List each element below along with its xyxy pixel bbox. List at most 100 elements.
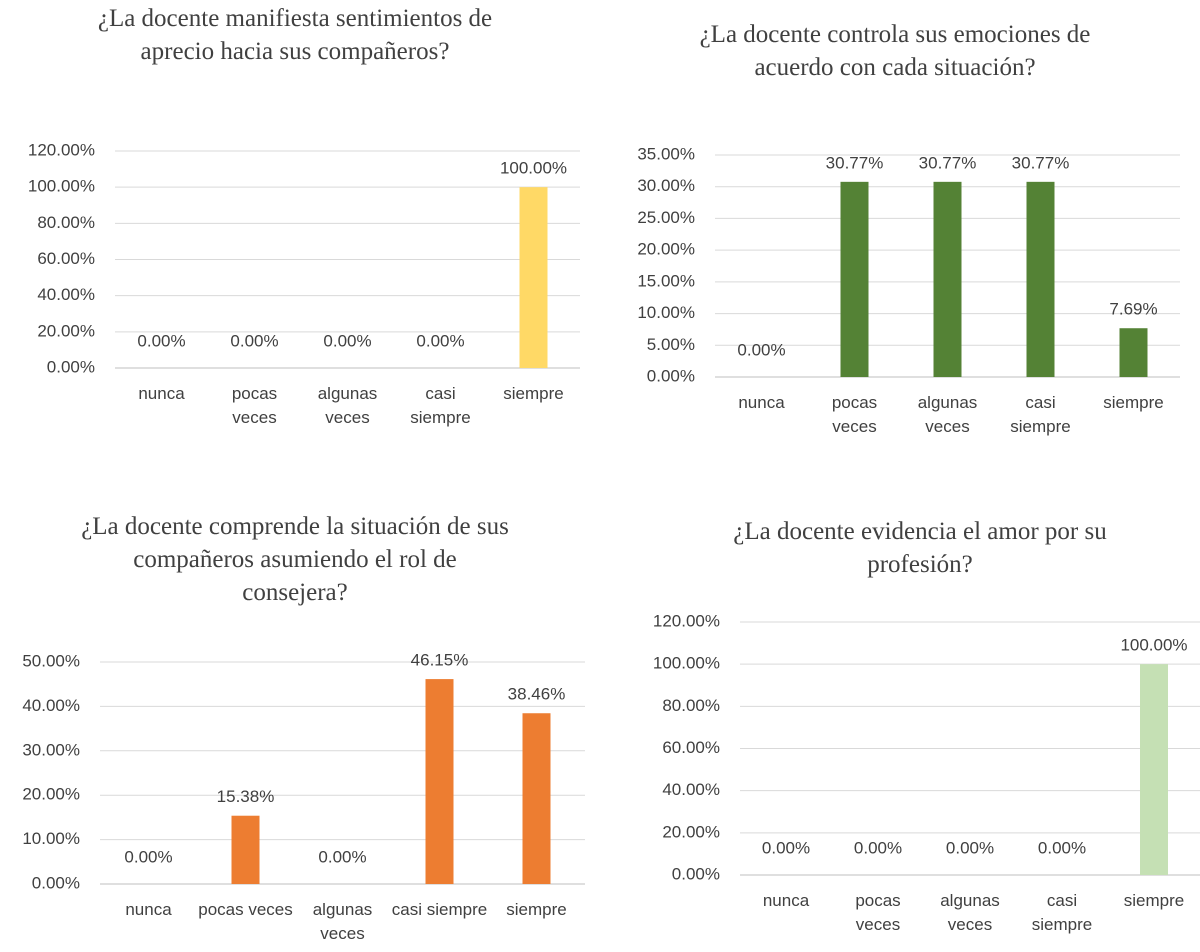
x-tick-label-box: casi siempre (410, 384, 471, 427)
x-tick-label-box: algunas veces (917, 393, 978, 436)
x-tick-label: algunas veces (917, 393, 978, 436)
x-tick-label-box: pocas veces (198, 900, 293, 919)
x-tick-label: nunca (738, 393, 785, 412)
data-label: 0.00% (124, 847, 172, 866)
x-tick-label: algunas veces (317, 384, 378, 427)
data-label: 100.00% (1120, 636, 1187, 655)
x-tick-label-box: algunas veces (940, 891, 1000, 934)
data-label: 0.00% (318, 847, 366, 866)
y-tick-label: 120.00% (653, 611, 720, 630)
y-tick-label: 20.00% (22, 785, 80, 804)
x-tick-label: pocas veces (831, 393, 878, 436)
data-label: 15.38% (217, 787, 275, 806)
data-label: 0.00% (230, 331, 278, 350)
chart-title-box: ¿La docente manifiesta sentimientos de a… (97, 5, 493, 65)
y-tick-label: 20.00% (662, 822, 720, 841)
data-label: 0.00% (762, 838, 810, 857)
x-tick-label: casi siempre (1031, 891, 1093, 934)
x-tick-label-box: nunca (138, 384, 185, 403)
y-tick-label: 40.00% (37, 285, 95, 304)
y-tick-label: 20.00% (37, 321, 95, 340)
y-tick-label: 100.00% (28, 177, 95, 196)
x-tick-label-box: casi siempre (391, 900, 488, 919)
chart-title: ¿La docente manifiesta sentimientos de a… (97, 5, 493, 65)
x-tick-label-box: casi siempre (1010, 393, 1071, 436)
bar (933, 181, 962, 377)
y-tick-label: 25.00% (637, 208, 695, 227)
x-tick-label: casi siempre (410, 384, 471, 427)
y-tick-label: 5.00% (647, 335, 695, 354)
x-tick-label: siempre (1123, 891, 1185, 910)
data-label: 0.00% (416, 331, 464, 350)
x-tick-label-box: nunca (125, 900, 172, 919)
y-tick-label: 30.00% (637, 176, 695, 195)
y-tick-label: 120.00% (28, 140, 95, 159)
data-label: 38.46% (508, 685, 566, 704)
x-tick-label-box: algunas veces (317, 384, 378, 427)
chart-title-box: ¿La docente evidencia el amor por su pro… (733, 518, 1107, 578)
x-tick-label: algunas veces (940, 891, 1000, 934)
x-tick-label: casi siempre (391, 900, 488, 919)
y-tick-label: 40.00% (22, 696, 80, 715)
x-tick-label: nunca (138, 384, 185, 403)
y-tick-label: 10.00% (637, 303, 695, 322)
y-tick-label: 60.00% (662, 738, 720, 757)
data-label: 0.00% (323, 331, 371, 350)
x-tick-label: casi siempre (1010, 393, 1071, 436)
bar (425, 679, 454, 884)
x-tick-label-box: siempre (1103, 393, 1163, 412)
x-tick-label-box: pocas veces (231, 384, 278, 427)
chart-title-box: ¿La docente controla sus emociones de ac… (699, 21, 1091, 81)
bar (840, 181, 869, 377)
y-tick-label: 100.00% (653, 654, 720, 673)
x-tick-label-box: nunca (738, 393, 785, 412)
bar (1140, 664, 1168, 875)
data-label: 30.77% (826, 153, 884, 172)
data-label: 0.00% (137, 331, 185, 350)
x-tick-label: pocas veces (198, 900, 293, 919)
x-tick-label: nunca (762, 891, 810, 910)
chart-title: ¿La docente comprende la situación de su… (81, 513, 509, 606)
x-tick-label: siempre (506, 900, 567, 919)
chart-title: ¿La docente controla sus emociones de ac… (699, 21, 1091, 81)
y-tick-label: 10.00% (22, 829, 80, 848)
data-label: 7.69% (1109, 300, 1157, 319)
y-tick-label: 30.00% (22, 740, 80, 759)
bar (1026, 181, 1055, 377)
y-tick-label: 60.00% (37, 249, 95, 268)
data-label: 30.77% (919, 153, 977, 172)
y-tick-label: 0.00% (647, 366, 695, 385)
x-tick-label-box: pocas veces (831, 393, 878, 436)
bar (1119, 328, 1148, 377)
x-tick-label: nunca (125, 900, 172, 919)
y-tick-label: 50.00% (22, 651, 80, 670)
bar (522, 713, 551, 884)
data-label: 46.15% (411, 651, 469, 670)
data-label: 30.77% (1012, 153, 1070, 172)
x-tick-label-box: algunas veces (312, 900, 373, 943)
x-tick-label-box: siempre (1123, 891, 1185, 910)
data-label: 100.00% (500, 159, 567, 178)
y-tick-label: 15.00% (637, 271, 695, 290)
x-tick-label-box: siempre (506, 900, 567, 919)
y-tick-label: 35.00% (637, 144, 695, 163)
x-tick-label: algunas veces (312, 900, 373, 943)
chart-title: ¿La docente evidencia el amor por su pro… (733, 518, 1107, 578)
y-tick-label: 40.00% (662, 780, 720, 799)
y-tick-label: 0.00% (47, 357, 95, 376)
data-label: 0.00% (1038, 838, 1086, 857)
x-tick-label-box: nunca (762, 891, 810, 910)
y-tick-label: 20.00% (637, 240, 695, 259)
x-tick-label: pocas veces (231, 384, 278, 427)
chart-title-box: ¿La docente comprende la situación de su… (81, 513, 509, 606)
x-tick-label: pocas veces (855, 891, 901, 934)
y-tick-label: 80.00% (662, 696, 720, 715)
data-label: 0.00% (737, 340, 785, 359)
data-label: 0.00% (946, 838, 994, 857)
y-tick-label: 0.00% (672, 864, 720, 883)
x-tick-label-box: siempre (503, 384, 563, 403)
x-tick-label-box: casi siempre (1031, 891, 1093, 934)
bar (231, 815, 260, 884)
y-tick-label: 0.00% (32, 873, 80, 892)
